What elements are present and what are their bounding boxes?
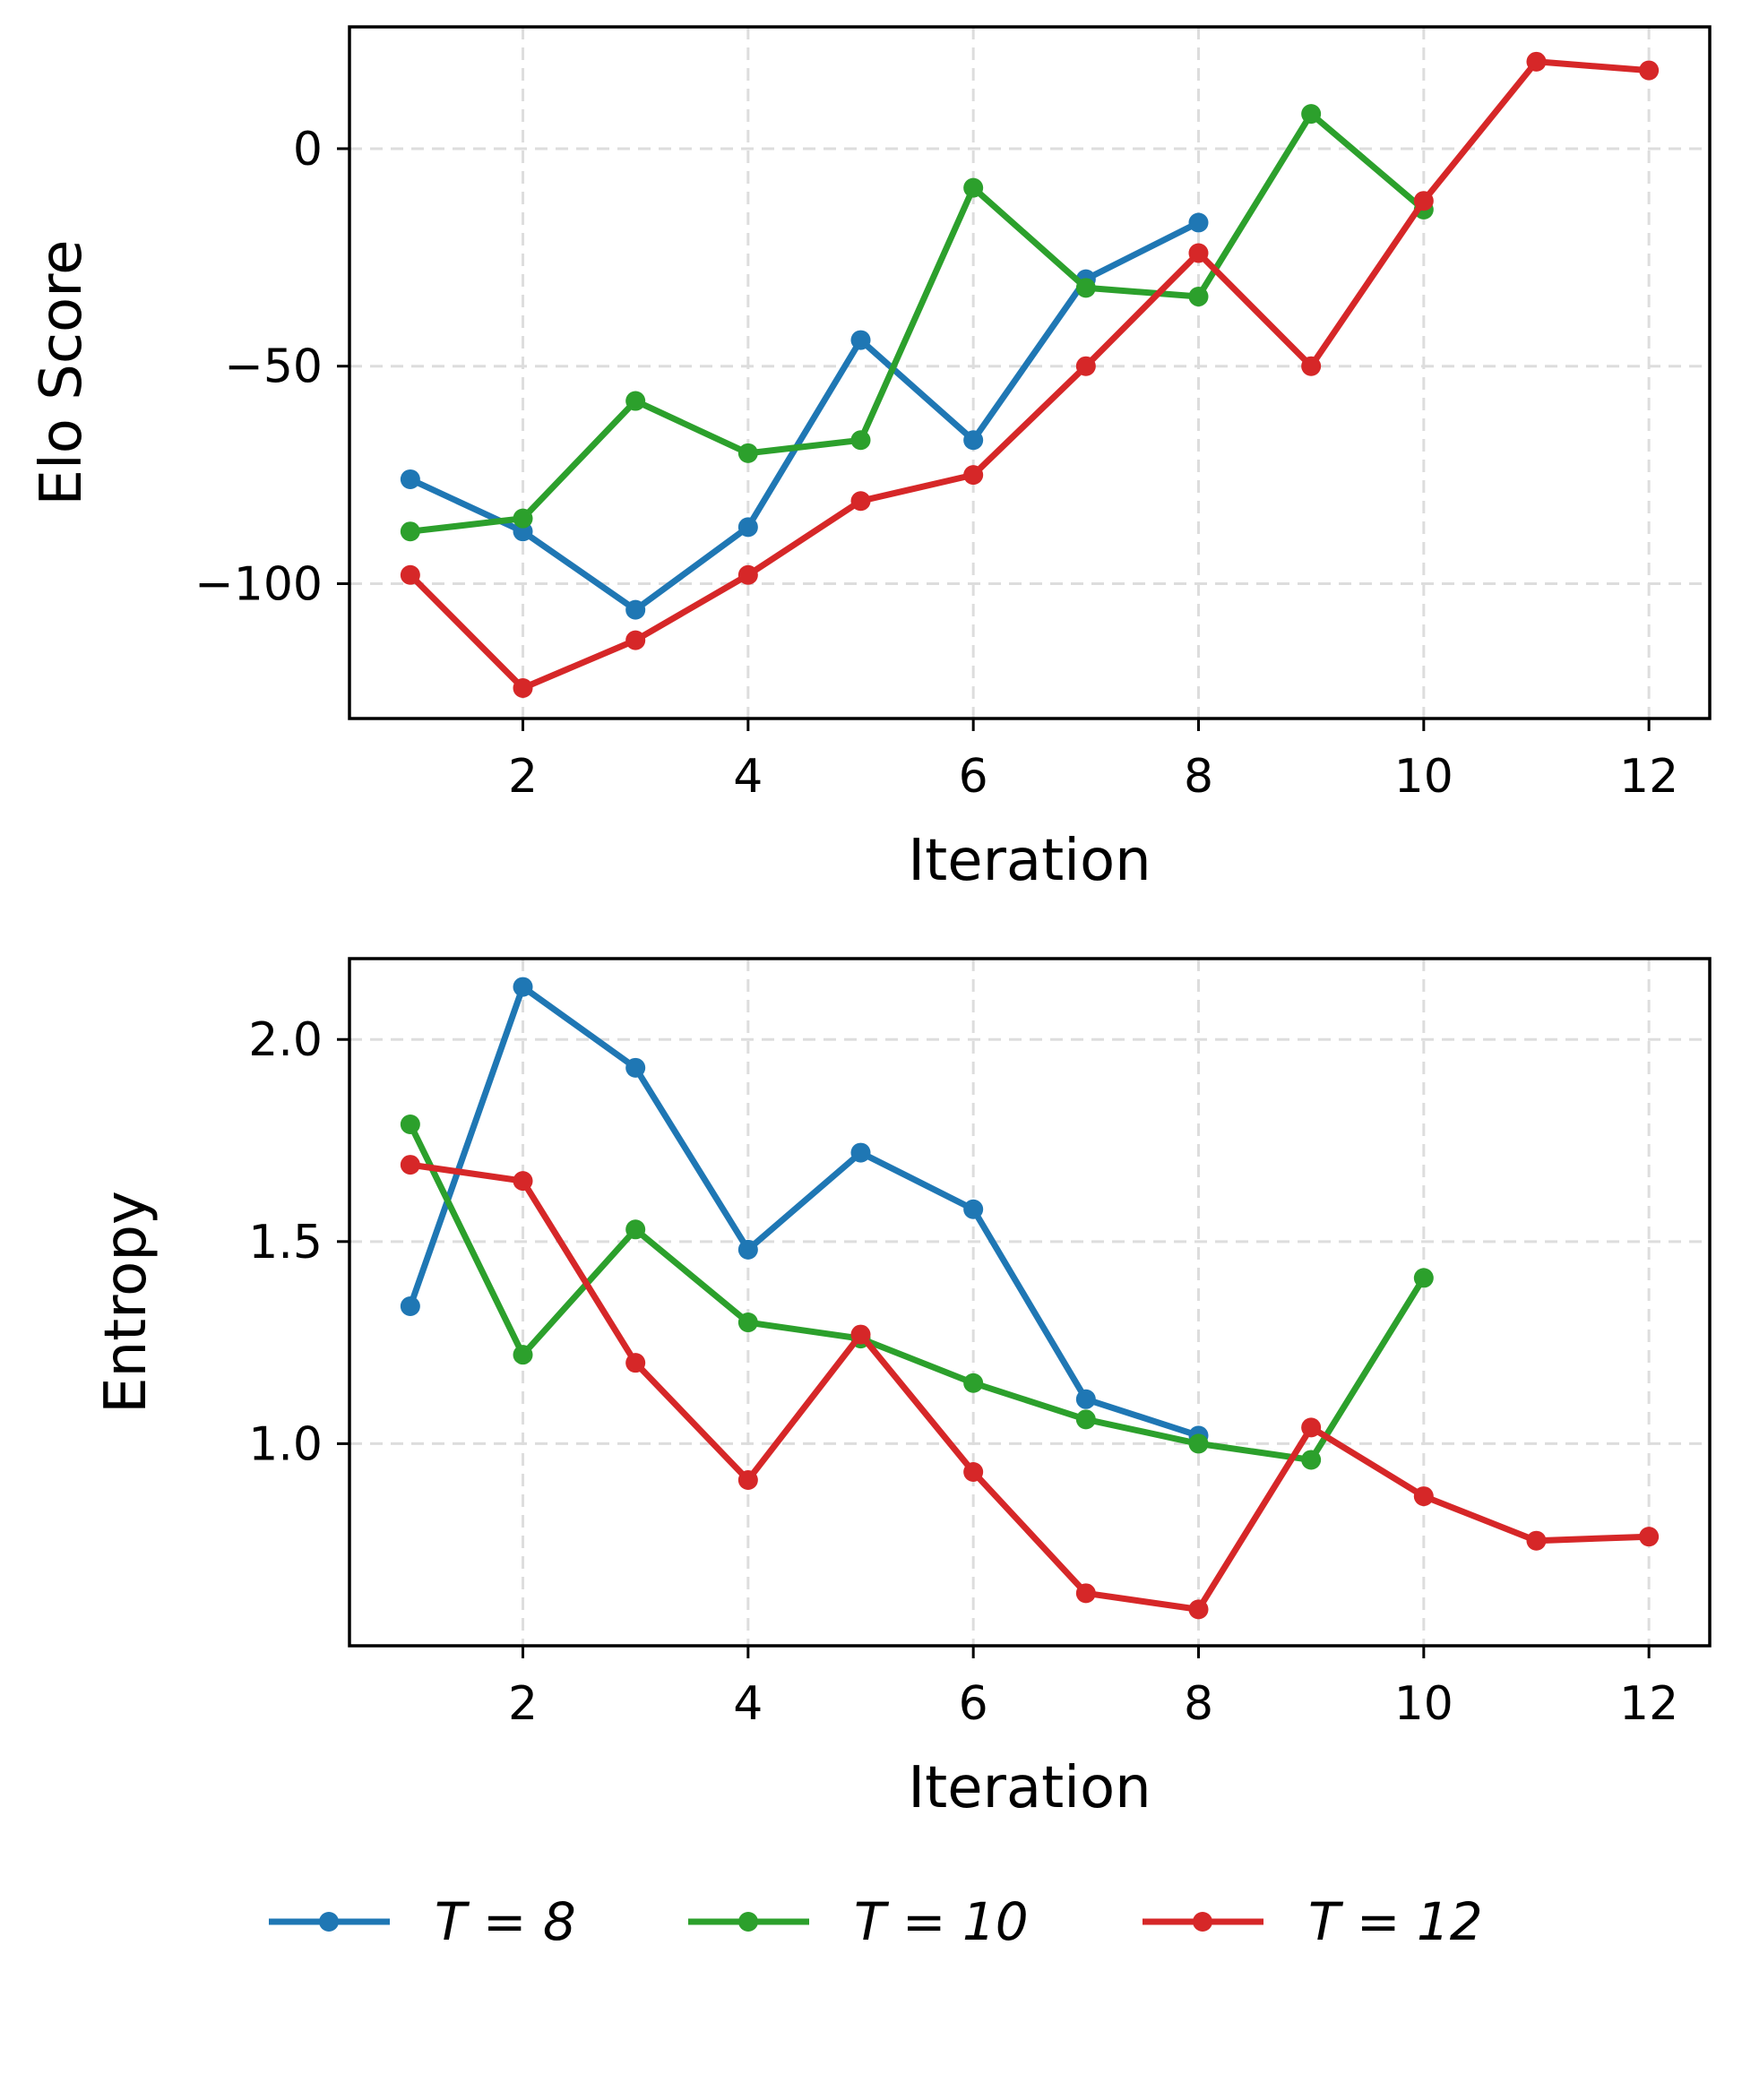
x-tick-label: 10 (1394, 1677, 1453, 1731)
legend-label: T = 10 (854, 1891, 1029, 1952)
legend: T = 8 T = 10 T = 12 (269, 1891, 1483, 1952)
data-point (737, 443, 758, 463)
data-point (1188, 1433, 1209, 1454)
data-point (737, 1470, 758, 1491)
series-line-1 (407, 110, 1427, 535)
data-point (737, 1312, 758, 1333)
data-point (850, 330, 871, 350)
data-point (963, 1373, 984, 1393)
data-point (737, 1239, 758, 1260)
x-axis-label: Iteration (908, 828, 1151, 894)
y-axis-label: Elo Score (29, 240, 95, 506)
data-point (1188, 287, 1209, 307)
entropy-panel: 2 4 6 8 10 12 1.0 1.5 2.0 Iteration Entropy (93, 957, 1712, 1821)
legend-marker (1193, 1912, 1212, 1932)
y-tick-label: −100 (194, 557, 323, 611)
data-point (850, 1324, 871, 1345)
data-point (963, 1461, 984, 1482)
data-point (1075, 1583, 1096, 1604)
data-point (400, 469, 420, 489)
legend-label: T = 12 (1308, 1891, 1483, 1952)
x-tick-label: 4 (733, 1677, 763, 1731)
data-point (1075, 278, 1096, 298)
data-point (1413, 191, 1434, 211)
data-point (400, 1296, 420, 1317)
x-tick-label: 8 (1184, 1677, 1213, 1731)
data-point (1526, 51, 1547, 72)
data-point (1075, 1389, 1096, 1409)
data-point (1301, 356, 1322, 376)
data-point (1301, 1417, 1322, 1438)
plot-frame (348, 957, 1712, 1648)
x-tick-label: 12 (1619, 1677, 1678, 1731)
data-point (850, 491, 871, 512)
y-tick-label: 1.5 (248, 1216, 323, 1269)
y-axis-label: Entropy (93, 1191, 160, 1414)
data-point (625, 1353, 646, 1373)
legend-marker (319, 1912, 339, 1932)
data-point (850, 430, 871, 451)
data-point (850, 1142, 871, 1163)
series-line-0 (407, 984, 1202, 1439)
legend-marker (738, 1912, 758, 1932)
data-point (1075, 1409, 1096, 1430)
data-point (400, 564, 420, 585)
series-line-2 (407, 1161, 1652, 1613)
data-point (400, 521, 420, 542)
plot-frame (348, 25, 1712, 720)
data-point (513, 1171, 533, 1192)
y-tick-label: 0 (293, 123, 323, 176)
x-axis-label: Iteration (908, 1755, 1151, 1821)
data-point (1188, 1599, 1209, 1620)
x-tick-label: 6 (959, 1677, 988, 1731)
data-point (737, 564, 758, 585)
x-tick-label: 10 (1394, 750, 1453, 804)
x-tick-label: 2 (508, 750, 538, 804)
data-point (963, 1199, 984, 1219)
data-point (513, 678, 533, 699)
data-point (1639, 60, 1660, 81)
data-point (1413, 1486, 1434, 1507)
x-tick-label: 12 (1619, 750, 1678, 804)
series-line-1 (407, 1121, 1427, 1463)
x-tick-label: 2 (508, 1677, 538, 1731)
x-tick-label: 8 (1184, 750, 1213, 804)
x-tick-label: 6 (959, 750, 988, 804)
elo-score-panel: 2 4 6 8 10 12 −100 −50 0 Iteration Elo Score (29, 25, 1712, 894)
data-point (1301, 1450, 1322, 1470)
data-point (513, 977, 533, 997)
series-line-2 (407, 58, 1652, 692)
data-point (513, 508, 533, 529)
data-point (400, 1155, 420, 1175)
data-point (625, 630, 646, 650)
data-point (1639, 1527, 1660, 1547)
x-tick-label: 4 (733, 750, 763, 804)
data-point (513, 1345, 533, 1365)
data-point (1075, 356, 1096, 376)
y-tick-label: 1.0 (248, 1417, 323, 1471)
legend-label: T = 8 (435, 1891, 576, 1952)
data-point (625, 1057, 646, 1078)
data-point (963, 430, 984, 451)
data-point (1526, 1530, 1547, 1551)
data-point (625, 1219, 646, 1240)
data-point (625, 391, 646, 411)
data-point (400, 1114, 420, 1134)
data-point (625, 599, 646, 620)
data-point (1188, 243, 1209, 263)
data-point (1301, 104, 1322, 125)
y-tick-label: −50 (224, 340, 323, 394)
y-tick-label: 2.0 (248, 1013, 323, 1067)
series-line-0 (407, 219, 1202, 614)
data-point (1413, 1268, 1434, 1288)
data-point (963, 177, 984, 198)
data-point (737, 517, 758, 538)
data-point (1188, 212, 1209, 233)
data-point (963, 465, 984, 486)
